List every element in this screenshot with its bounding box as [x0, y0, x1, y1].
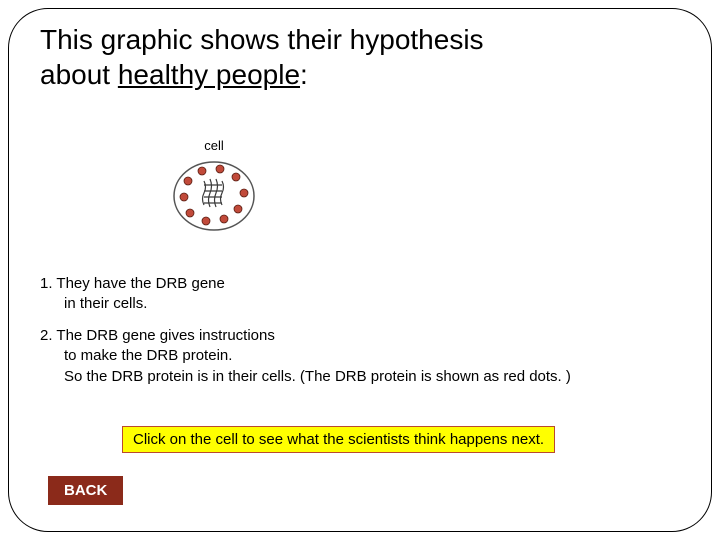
title-underlined: healthy people [118, 59, 300, 90]
point2-line1: 2. The DRB gene gives instructions [40, 326, 571, 346]
cell-label: cell [170, 138, 258, 153]
cell-icon [170, 157, 258, 235]
title-line2-a: about [40, 59, 118, 90]
title-line1: This graphic shows their hypothesis [40, 24, 484, 55]
point-1: 1. They have the DRB gene in their cells… [40, 274, 225, 315]
point1-line1: 1. They have the DRB gene [40, 274, 225, 294]
point1-line2: in their cells. [64, 294, 225, 314]
title-line2-b: : [300, 59, 308, 90]
point-2: 2. The DRB gene gives instructions to ma… [40, 326, 571, 387]
page-title: This graphic shows their hypothesis abou… [40, 22, 484, 92]
hint-callout: Click on the cell to see what the scient… [122, 426, 555, 453]
point2-line3: So the DRB protein is in their cells. (T… [64, 367, 571, 387]
back-button[interactable]: BACK [48, 476, 123, 505]
cell-diagram[interactable]: cell [170, 138, 258, 240]
point2-line2: to make the DRB protein. [64, 346, 571, 366]
